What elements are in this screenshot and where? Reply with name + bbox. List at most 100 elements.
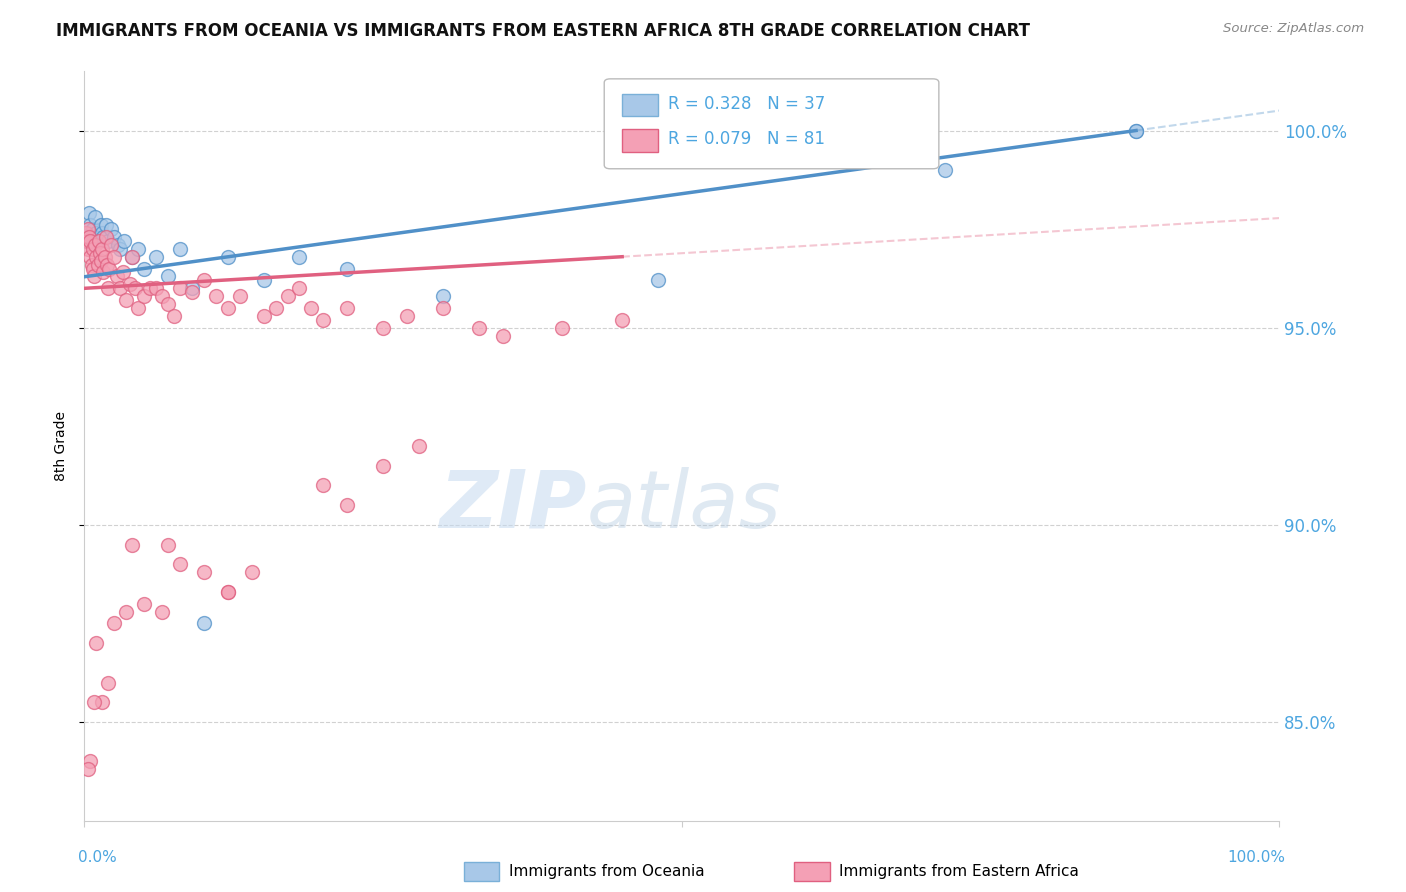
- FancyBboxPatch shape: [605, 78, 939, 169]
- Point: [96, 258, 118, 272]
- Point: [217, 585, 239, 599]
- Text: atlas: atlas: [586, 467, 782, 545]
- Point: [79, 234, 101, 248]
- Point: [193, 565, 215, 579]
- Point: [127, 242, 149, 256]
- Point: [217, 585, 239, 599]
- Point: [84, 238, 107, 252]
- Point: [97, 281, 120, 295]
- Point: [80, 230, 103, 244]
- Point: [205, 289, 228, 303]
- Point: [97, 675, 120, 690]
- Point: [98, 261, 121, 276]
- Point: [150, 605, 173, 619]
- Point: [76, 234, 98, 248]
- Point: [132, 597, 156, 611]
- Point: [408, 439, 430, 453]
- Text: R = 0.328   N = 37: R = 0.328 N = 37: [668, 95, 825, 112]
- Text: Source: ZipAtlas.com: Source: ZipAtlas.com: [1223, 22, 1364, 36]
- FancyBboxPatch shape: [623, 129, 658, 152]
- Point: [86, 226, 108, 240]
- Point: [77, 763, 100, 777]
- Point: [264, 301, 287, 315]
- Point: [253, 273, 276, 287]
- Point: [90, 218, 112, 232]
- Point: [91, 695, 114, 709]
- Point: [132, 289, 156, 303]
- Point: [396, 309, 419, 323]
- Point: [111, 265, 134, 279]
- Point: [1125, 123, 1147, 137]
- Point: [492, 328, 515, 343]
- Point: [77, 242, 100, 256]
- Point: [94, 218, 117, 232]
- Point: [373, 320, 395, 334]
- Point: [336, 261, 359, 276]
- Point: [83, 269, 105, 284]
- Point: [91, 226, 114, 240]
- Point: [77, 222, 100, 236]
- Point: [150, 289, 173, 303]
- Point: [169, 281, 191, 295]
- Text: IMMIGRANTS FROM OCEANIA VS IMMIGRANTS FROM EASTERN AFRICA 8TH GRADE CORRELATION : IMMIGRANTS FROM OCEANIA VS IMMIGRANTS FR…: [56, 22, 1031, 40]
- Point: [103, 616, 125, 631]
- Point: [169, 558, 191, 572]
- Point: [124, 281, 146, 295]
- Point: [647, 273, 669, 287]
- Point: [86, 258, 108, 272]
- Point: [132, 261, 156, 276]
- Point: [157, 297, 180, 311]
- Point: [93, 250, 115, 264]
- Point: [163, 309, 186, 323]
- Point: [217, 250, 239, 264]
- FancyBboxPatch shape: [623, 94, 658, 116]
- Point: [76, 234, 98, 248]
- Point: [90, 253, 112, 268]
- Point: [277, 289, 299, 303]
- Point: [145, 250, 167, 264]
- Point: [87, 234, 110, 248]
- Point: [1125, 123, 1147, 137]
- Point: [103, 230, 125, 244]
- Point: [82, 222, 104, 236]
- Point: [432, 301, 454, 315]
- Point: [100, 222, 122, 236]
- Point: [193, 273, 215, 287]
- Point: [312, 478, 335, 492]
- Point: [105, 269, 128, 284]
- Point: [107, 238, 129, 252]
- Point: [193, 616, 215, 631]
- Point: [551, 320, 574, 334]
- Text: Immigrants from Eastern Africa: Immigrants from Eastern Africa: [839, 864, 1080, 879]
- Point: [288, 281, 311, 295]
- Point: [373, 458, 395, 473]
- Point: [121, 538, 143, 552]
- Point: [336, 498, 359, 512]
- Point: [79, 218, 101, 232]
- Point: [301, 301, 323, 315]
- Point: [82, 242, 104, 256]
- Point: [118, 277, 141, 292]
- Point: [312, 313, 335, 327]
- Point: [934, 163, 956, 178]
- Point: [97, 234, 120, 248]
- Point: [86, 250, 108, 264]
- Point: [82, 261, 104, 276]
- Point: [91, 242, 114, 256]
- Point: [181, 285, 204, 300]
- Text: ZIP: ZIP: [439, 467, 586, 545]
- Point: [181, 281, 204, 295]
- Point: [87, 234, 110, 248]
- Point: [139, 281, 162, 295]
- Point: [432, 289, 454, 303]
- Point: [253, 309, 276, 323]
- Point: [612, 313, 634, 327]
- Point: [79, 250, 101, 264]
- Point: [121, 250, 143, 264]
- Point: [83, 238, 105, 252]
- Point: [83, 695, 105, 709]
- Point: [229, 289, 252, 303]
- Point: [157, 538, 180, 552]
- Text: Immigrants from Oceania: Immigrants from Oceania: [509, 864, 704, 879]
- Point: [77, 222, 100, 236]
